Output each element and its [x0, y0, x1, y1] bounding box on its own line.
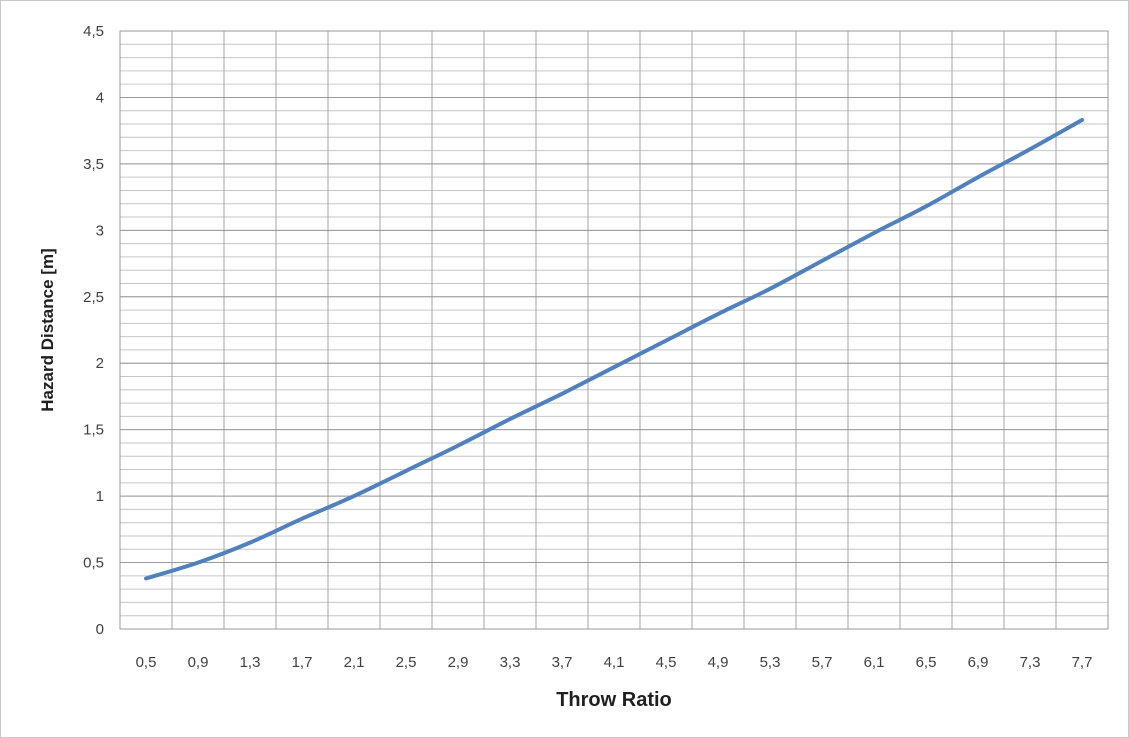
x-tick-label: 2,9	[448, 654, 469, 671]
y-tick-label: 0	[96, 621, 104, 638]
x-tick-label: 6,9	[968, 654, 989, 671]
x-tick-label: 6,1	[864, 654, 885, 671]
y-tick-label: 0,5	[83, 555, 104, 572]
x-tick-label: 4,5	[656, 654, 677, 671]
y-tick-labels: 0 0,5 1 1,5 2 2,5 3 3,5 4 4,5	[83, 23, 104, 638]
x-tick-labels: 0,5 0,9 1,3 1,7 2,1 2,5 2,9 3,3 3,7 4,1 4,5 4,9 5,3 5…	[136, 654, 1093, 671]
x-tick-label: 0,5	[136, 654, 157, 671]
x-tick-label: 1,3	[240, 654, 261, 671]
x-tick-label: 2,5	[396, 654, 417, 671]
plot-border	[119, 30, 1109, 630]
x-tick-label: 6,5	[916, 654, 937, 671]
x-tick-label: 2,1	[344, 654, 365, 671]
y-tick-label: 1,5	[83, 422, 104, 439]
plot-area	[120, 31, 1108, 629]
x-tick-label: 1,7	[292, 654, 313, 671]
y-tick-label: 4,5	[83, 23, 104, 40]
x-tick-label: 4,1	[604, 654, 625, 671]
series-lines	[144, 118, 1084, 581]
x-tick-label: 3,3	[500, 654, 521, 671]
x-tick-label: 3,7	[552, 654, 573, 671]
y-tick-label: 2,5	[83, 289, 104, 306]
y-tick-label: 4	[96, 89, 104, 106]
x-axis-title: Throw Ratio	[556, 689, 672, 711]
x-tick-label: 7,3	[1020, 654, 1041, 671]
y-tick-label: 2	[96, 355, 104, 372]
x-tick-label: 5,7	[812, 654, 833, 671]
y-tick-label: 1	[96, 488, 104, 505]
y-tick-label: 3	[96, 222, 104, 239]
x-tick-label: 5,3	[760, 654, 781, 671]
series-line	[144, 118, 1084, 581]
y-axis-title: Hazard Distance [m]	[38, 248, 57, 411]
y-tick-label: 3,5	[83, 156, 104, 173]
x-tick-label: 7,7	[1072, 654, 1093, 671]
x-tick-label: 0,9	[188, 654, 209, 671]
grid	[119, 30, 1109, 630]
x-tick-label: 4,9	[708, 654, 729, 671]
